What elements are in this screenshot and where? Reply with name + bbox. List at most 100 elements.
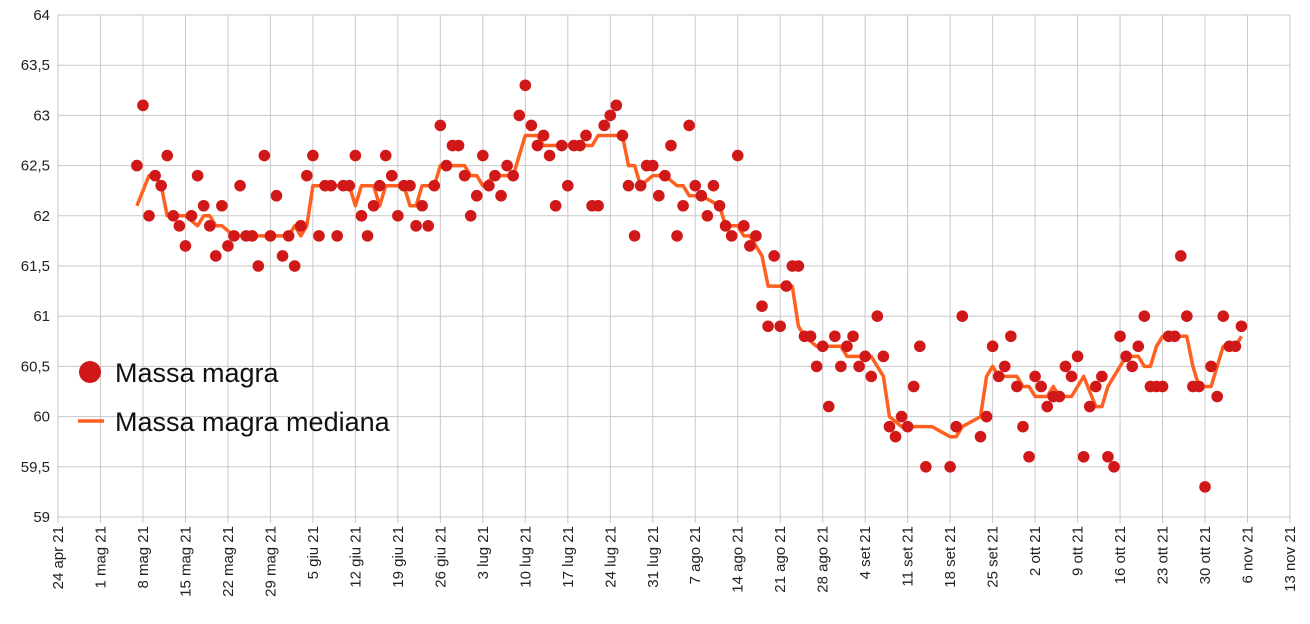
data-point bbox=[1071, 350, 1084, 363]
data-point bbox=[561, 179, 574, 192]
data-point bbox=[859, 350, 871, 363]
legend: Massa magra Massa magra mediana bbox=[78, 358, 391, 437]
data-point bbox=[155, 179, 167, 192]
data-point bbox=[495, 189, 507, 202]
data-point bbox=[889, 430, 902, 443]
x-tick-label: 9 ott 21 bbox=[1070, 526, 1087, 576]
data-point bbox=[1126, 360, 1139, 373]
data-point bbox=[343, 179, 356, 192]
y-tick-label: 60 bbox=[33, 409, 50, 426]
data-point bbox=[956, 310, 969, 323]
data-point bbox=[325, 179, 337, 192]
data-point bbox=[634, 179, 647, 192]
x-tick-label: 19 giu 21 bbox=[390, 526, 407, 588]
data-point bbox=[1156, 380, 1169, 393]
x-tick-label: 31 lug 21 bbox=[645, 526, 662, 588]
data-point bbox=[385, 169, 398, 182]
data-point bbox=[829, 330, 841, 343]
x-tick-label: 14 ago 21 bbox=[730, 526, 747, 593]
x-tick-label: 30 ott 21 bbox=[1197, 526, 1214, 584]
x-tick-label: 5 giu 21 bbox=[305, 526, 322, 579]
data-point bbox=[895, 410, 908, 423]
data-point bbox=[203, 220, 216, 232]
data-point bbox=[1229, 340, 1242, 353]
data-point bbox=[307, 149, 319, 162]
data-point bbox=[622, 179, 635, 192]
data-point bbox=[804, 330, 817, 343]
x-tick-label: 17 lug 21 bbox=[560, 526, 577, 588]
data-point bbox=[744, 240, 756, 252]
data-point bbox=[549, 199, 562, 212]
data-point bbox=[477, 149, 489, 162]
data-point bbox=[774, 320, 787, 333]
y-tick-label: 63,5 bbox=[21, 57, 50, 74]
data-point bbox=[913, 340, 926, 353]
data-point bbox=[1077, 450, 1090, 463]
x-tick-label: 26 giu 21 bbox=[432, 526, 449, 588]
data-point bbox=[580, 129, 592, 142]
data-point bbox=[1023, 450, 1035, 463]
data-point bbox=[1199, 481, 1211, 493]
data-point bbox=[1174, 250, 1187, 262]
data-point bbox=[616, 129, 629, 142]
legend-item-line: Massa magra mediana bbox=[78, 407, 391, 437]
data-point bbox=[604, 109, 617, 122]
data-point bbox=[598, 119, 611, 132]
data-point bbox=[986, 340, 999, 353]
data-point bbox=[841, 340, 853, 353]
data-point bbox=[1059, 360, 1072, 373]
y-tick-label: 62,5 bbox=[21, 158, 50, 175]
data-point bbox=[883, 420, 896, 433]
data-point bbox=[470, 189, 483, 202]
x-tick-label: 3 lug 21 bbox=[475, 526, 492, 579]
x-tick-label: 25 set 21 bbox=[985, 526, 1002, 588]
data-point bbox=[1168, 330, 1181, 343]
series-median-line bbox=[135, 133, 1243, 439]
data-point bbox=[216, 199, 228, 212]
data-point bbox=[276, 250, 289, 262]
x-tick-label: 23 ott 21 bbox=[1155, 526, 1172, 584]
data-point bbox=[1120, 350, 1132, 363]
data-point bbox=[507, 169, 519, 182]
x-tick-label: 29 mag 21 bbox=[262, 526, 279, 597]
y-tick-label: 63 bbox=[33, 107, 50, 124]
data-point bbox=[853, 360, 865, 373]
data-point bbox=[920, 461, 932, 473]
data-point bbox=[1083, 400, 1096, 413]
data-point bbox=[1132, 340, 1145, 353]
x-tick-label: 15 mag 21 bbox=[177, 526, 194, 597]
data-point bbox=[659, 169, 671, 182]
data-point bbox=[179, 240, 192, 252]
data-point bbox=[416, 199, 428, 212]
data-point bbox=[1205, 360, 1217, 373]
data-point bbox=[683, 119, 695, 132]
x-tick-label: 21 ago 21 bbox=[772, 526, 789, 593]
y-axis-ticks: 59 59,5 60 60,5 61 61,5 62 62,5 63 63,5 64 bbox=[21, 7, 50, 526]
data-point bbox=[197, 199, 210, 212]
y-tick-label: 62 bbox=[33, 208, 50, 225]
data-point bbox=[361, 230, 374, 242]
data-point bbox=[270, 189, 283, 202]
x-tick-label: 10 lug 21 bbox=[517, 526, 534, 588]
data-point bbox=[1211, 390, 1223, 403]
data-point bbox=[944, 461, 956, 473]
data-point bbox=[258, 149, 271, 162]
data-point bbox=[294, 220, 307, 232]
y-tick-label: 59,5 bbox=[21, 459, 50, 476]
data-point bbox=[950, 420, 963, 433]
legend-label-points: Massa magra bbox=[115, 358, 280, 388]
data-point bbox=[780, 280, 793, 292]
data-point bbox=[847, 330, 859, 343]
data-point bbox=[185, 210, 198, 222]
data-point bbox=[252, 260, 265, 272]
y-tick-label: 61,5 bbox=[21, 258, 50, 275]
data-point bbox=[665, 139, 677, 152]
data-point bbox=[489, 169, 501, 182]
data-point bbox=[483, 179, 495, 192]
x-tick-label: 4 set 21 bbox=[857, 526, 874, 579]
data-point bbox=[822, 400, 835, 413]
x-axis-ticks: 24 apr 21 1 mag 21 8 mag 21 15 mag 21 22 mag… bbox=[50, 526, 1299, 597]
data-point bbox=[531, 139, 544, 152]
data-point bbox=[877, 350, 890, 363]
data-point bbox=[592, 199, 604, 212]
